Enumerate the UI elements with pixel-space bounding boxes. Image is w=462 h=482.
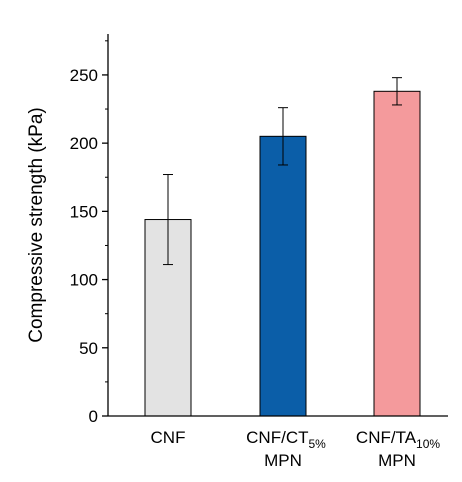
y-tick-label-4: 200: [70, 134, 98, 153]
category-label-cnf: CNF: [151, 428, 186, 447]
y-axis-title: Compressive strength (kPa): [26, 107, 47, 342]
category-label-cnf-ct5-sub: 5%: [308, 437, 326, 451]
category-label-cnf-ta10-sub: 10%: [416, 437, 440, 451]
category-label-cnf-ta10-main: CNF/TA: [356, 428, 417, 447]
y-tick-label-3: 150: [70, 202, 98, 221]
y-ticks: 0 50 100 150 200 250: [70, 40, 108, 426]
category-label-cnf-ta10-line2: MPN: [378, 451, 416, 470]
plot-area: [144, 77, 421, 417]
y-tick-label-1: 50: [79, 339, 98, 358]
y-tick-label-5: 250: [70, 66, 98, 85]
category-label-cnf-ta10-line1: CNF/TA10%: [356, 428, 440, 451]
x-category-labels: CNF CNF/CT5% MPN CNF/TA10% MPN: [151, 428, 441, 470]
y-tick-label-2: 100: [70, 271, 98, 290]
bar-2: [373, 90, 421, 417]
category-label-cnf-ct5-line1: CNF/CT5%: [246, 428, 326, 451]
y-tick-label-0: 0: [89, 407, 98, 426]
bar-1: [259, 135, 307, 417]
category-label-cnf-ct5-main: CNF/CT: [246, 428, 308, 447]
category-label-cnf-ct5-line2: MPN: [264, 451, 302, 470]
axes: [107, 34, 448, 417]
